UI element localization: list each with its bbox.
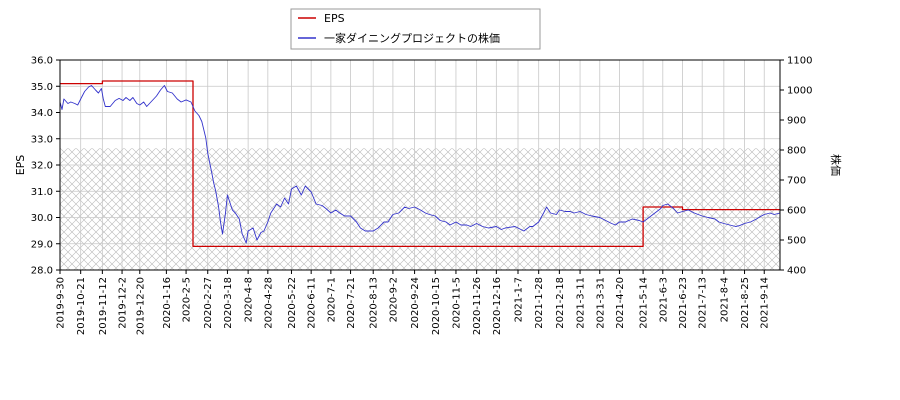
x-tick-label: 2021-7-13 (698, 277, 709, 329)
x-tick-label: 2020-7-21 (346, 277, 357, 329)
x-tick-label: 2020-3-18 (223, 277, 234, 329)
legend-box (290, 8, 541, 50)
x-tick-label: 2021-2-18 (555, 277, 566, 329)
x-tick-label: 2021-3-31 (595, 277, 606, 329)
x-tick-label: 2020-10-15 (431, 277, 442, 335)
x-tick-label: 2020-5-22 (287, 277, 298, 329)
left-tick-label: 33.0 (31, 134, 53, 145)
x-tick-label: 2019-11-12 (98, 277, 109, 335)
x-tick-label: 2021-3-11 (576, 277, 587, 329)
x-tick-label: 2020-9-2 (388, 277, 399, 322)
right-tick-label: 500 (787, 236, 806, 247)
y-left-axis-title: EPS (14, 155, 27, 176)
left-tick-label: 30.0 (31, 213, 53, 224)
right-axis: 400 500 600 700 800 900 1000 1100 (780, 56, 812, 277)
x-tick-label: 2020-11-26 (472, 277, 483, 335)
left-tick-label: 29.0 (31, 239, 53, 250)
x-tick-label: 2019-12-20 (135, 277, 146, 335)
x-tick-label: 2021-8-4 (719, 277, 730, 322)
left-tick-label: 36.0 (31, 56, 53, 67)
x-tick-label: 2020-6-11 (307, 277, 318, 329)
x-tick-label: 2020-4-8 (244, 277, 255, 322)
x-tick-label: 2021-8-25 (740, 277, 751, 329)
x-tick-label: 2020-2-27 (203, 277, 214, 329)
left-tick-label: 31.0 (31, 187, 53, 198)
legend-label-price: 一家ダイニングプロジェクトの株価 (324, 31, 500, 45)
right-tick-label: 900 (787, 116, 806, 127)
x-tick-label: 2020-8-13 (369, 277, 380, 329)
y-right-axis-title: 株価 (829, 154, 843, 176)
legend: EPS 一家ダイニングプロジェクトの株価 (290, 8, 541, 50)
x-tick-label: 2020-4-28 (263, 277, 274, 329)
legend-label-eps: EPS (324, 12, 345, 25)
x-axis: 2019-9-30 2019-10-21 2019-11-12 2019-12-2 20… (56, 270, 771, 335)
x-tick-label: 2021-9-14 (760, 277, 771, 329)
x-tick-label: 2020-1-16 (162, 277, 173, 329)
left-axis: 28.0 29.0 30.0 31.0 32.0 33.0 34.0 35.0 36.0 (31, 56, 60, 277)
x-tick-label: 2019-12-2 (118, 277, 129, 329)
left-tick-label: 28.0 (31, 266, 53, 277)
x-tick-label: 2021-5-14 (639, 277, 650, 329)
hatched-band (60, 148, 780, 270)
x-tick-label: 2021-6-3 (658, 277, 669, 322)
series-layer (60, 80, 780, 248)
right-tick-label: 1000 (787, 86, 812, 97)
right-tick-label: 700 (787, 176, 806, 187)
x-tick-label: 2020-12-16 (492, 277, 503, 335)
x-tick-label: 2020-2-5 (182, 277, 193, 322)
right-tick-label: 600 (787, 206, 806, 217)
eps-series-line (60, 80, 780, 248)
left-tick-label: 32.0 (31, 161, 53, 172)
x-tick-label: 2020-11-5 (451, 277, 462, 329)
left-tick-label: 35.0 (31, 82, 53, 93)
stock-price-series-line (60, 85, 780, 244)
x-tick-label: 2021-1-7 (514, 277, 525, 322)
x-tick-label: 2019-9-30 (56, 277, 67, 329)
left-tick-label: 34.0 (31, 108, 53, 119)
right-tick-label: 400 (787, 266, 806, 277)
x-tick-label: 2021-4-20 (615, 277, 626, 329)
x-tick-label: 2020-9-24 (410, 277, 421, 329)
x-tick-label: 2021-6-23 (678, 277, 689, 329)
x-tick-label: 2019-10-21 (76, 277, 87, 335)
right-tick-label: 1100 (787, 56, 812, 67)
x-tick-label: 2020-7-1 (326, 277, 337, 322)
x-tick-label: 2021-1-28 (534, 277, 545, 329)
right-tick-label: 800 (787, 146, 806, 157)
